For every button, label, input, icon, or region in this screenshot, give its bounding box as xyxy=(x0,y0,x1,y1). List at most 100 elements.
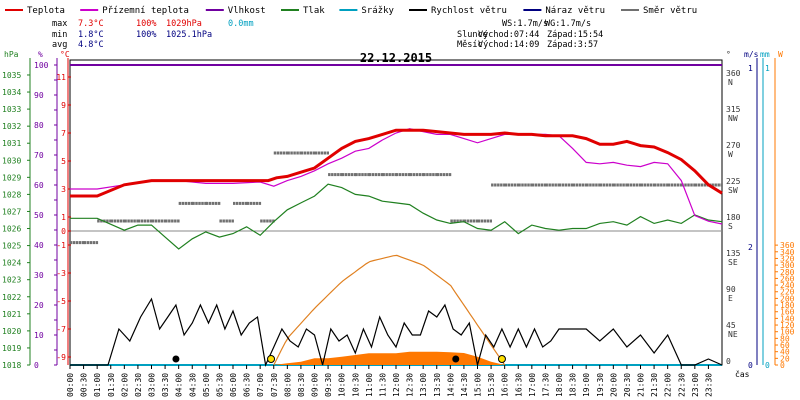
wdir-point-15-1 xyxy=(276,151,280,155)
wdir-point-0-1 xyxy=(73,241,76,245)
wdir-point-37-0 xyxy=(572,183,576,187)
wdir-point-24-1 xyxy=(399,173,402,177)
axis-temp-tick-2: -5 xyxy=(56,297,66,306)
wdir-point-4-3 xyxy=(133,219,136,223)
axis-hum-tick-14: 70 xyxy=(34,151,44,160)
solar-theory-curve xyxy=(273,254,506,366)
wdir-point-7-3 xyxy=(174,219,177,223)
legend-label-7: Směr větru xyxy=(643,6,697,16)
wdir-point-43-1 xyxy=(657,183,660,187)
wdir-point-3-0 xyxy=(110,219,114,223)
wdir-point-22-3 xyxy=(377,173,381,177)
axis-hum-tick-6: 30 xyxy=(34,271,44,280)
wdir-point-6-1 xyxy=(154,219,157,223)
wdir-point-27-4 xyxy=(448,173,452,177)
wdir-point-39-4 xyxy=(611,183,615,187)
axis-hpa-tick-14: 1032 xyxy=(2,122,21,131)
wdir-point-26-2 xyxy=(429,173,432,177)
axis-mm-unit: mm xyxy=(760,50,770,59)
axis-wdir-tick-6: 270 xyxy=(726,141,741,150)
x-tick-1: 00:30 xyxy=(80,373,89,397)
wdir-point-22-4 xyxy=(380,173,384,177)
axis-hum-tick-10: 50 xyxy=(34,211,44,220)
wdir-point-47-3 xyxy=(717,183,720,187)
wdir-point-18-2 xyxy=(320,151,323,155)
axis-hum-tick-18: 90 xyxy=(34,91,44,100)
series-prizemni-teplota xyxy=(70,128,723,225)
wdir-point-2-0 xyxy=(97,219,100,223)
x-tick-46: 23:00 xyxy=(691,373,700,397)
wdir-point-36-0 xyxy=(559,183,562,187)
wdir-point-46-0 xyxy=(694,183,698,187)
wdir-point-5-3 xyxy=(146,219,150,223)
wdir-point-26-4 xyxy=(435,173,438,177)
x-tick-4: 02:00 xyxy=(120,373,129,397)
wdir-point-31-2 xyxy=(497,183,500,187)
axis-w-tick-11: 220 xyxy=(780,288,795,297)
wdir-point-29-0 xyxy=(463,219,467,223)
wdir-point-9-1 xyxy=(195,201,198,205)
axis-wdir-name-2: E xyxy=(728,294,733,303)
legend-label-3: Tlak xyxy=(303,6,325,16)
x-tick-29: 14:30 xyxy=(460,373,469,397)
x-tick-28: 14:00 xyxy=(446,373,455,397)
axis-hpa-tick-10: 1028 xyxy=(2,190,21,199)
wdir-point-26-3 xyxy=(432,173,435,177)
wdir-point-47-2 xyxy=(714,183,717,187)
axis-hpa-tick-6: 1024 xyxy=(2,259,21,268)
wdir-point-34-3 xyxy=(540,183,544,187)
axis-hpa-tick-1: 1019 xyxy=(2,344,21,353)
wdir-point-41-0 xyxy=(626,183,630,187)
wdir-point-46-3 xyxy=(703,183,707,187)
legend-label-5: Rychlost větru xyxy=(431,6,507,16)
wdir-point-18-0 xyxy=(314,151,317,155)
axis-temp-tick-7: 3 xyxy=(61,185,66,194)
wdir-point-46-1 xyxy=(697,183,701,187)
wdir-point-41-2 xyxy=(632,183,636,187)
wdir-point-9-3 xyxy=(201,201,204,205)
moon-set: Západ:3:57 xyxy=(547,40,598,50)
wdir-point-12-2 xyxy=(239,201,242,205)
axis-hum-tick-0: 0 xyxy=(34,361,39,370)
wdir-point-13-4 xyxy=(258,201,262,205)
axis-hum-unit: % xyxy=(38,50,43,59)
wdir-point-30-1 xyxy=(480,219,483,223)
wdir-point-7-4 xyxy=(177,219,180,223)
axis-wdir-tick-5: 225 xyxy=(726,177,741,186)
wdir-point-3-4 xyxy=(122,219,126,223)
axis-hpa-tick-11: 1029 xyxy=(2,173,21,182)
stat-min-hum: 100% xyxy=(136,30,156,40)
stat-max-rain: 0.0mm xyxy=(228,19,254,29)
wdir-point-20-1 xyxy=(344,173,348,177)
axis-temp-tick-8: 5 xyxy=(61,157,66,166)
stat-max-temp: 7.3°C xyxy=(78,19,104,29)
wdir-point-23-3 xyxy=(391,173,394,177)
axis-wdir-tick-0: 0 xyxy=(726,357,731,366)
legend-label-2: Vlhkost xyxy=(228,6,266,16)
x-tick-11: 05:30 xyxy=(215,373,224,397)
wdir-point-36-2 xyxy=(565,183,568,187)
wdir-point-32-2 xyxy=(510,183,514,187)
sun-label: Slunce xyxy=(457,30,488,40)
wdir-point-19-2 xyxy=(334,173,337,177)
axis-hum-tick-2: 10 xyxy=(34,331,44,340)
stat-avg-temp: 4.8°C xyxy=(78,40,104,50)
moon-label: Měsíc xyxy=(457,40,483,50)
wdir-point-31-3 xyxy=(500,183,503,187)
axis-hum-tick-12: 60 xyxy=(34,181,44,190)
wdir-point-35-2 xyxy=(551,183,554,187)
wdir-point-21-3 xyxy=(364,173,367,177)
moon-marker-1 xyxy=(452,355,460,363)
wdir-point-15-3 xyxy=(282,151,286,155)
wdir-point-15-4 xyxy=(285,151,289,155)
x-tick-30: 15:00 xyxy=(474,373,483,397)
wdir-point-31-1 xyxy=(494,183,497,187)
x-tick-27: 13:30 xyxy=(433,373,442,397)
wdir-point-10-3 xyxy=(214,201,218,205)
wdir-point-13-0 xyxy=(246,201,250,205)
wdir-point-20-2 xyxy=(347,173,351,177)
x-tick-35: 17:30 xyxy=(541,373,550,397)
wdir-point-13-1 xyxy=(249,201,253,205)
wdir-point-32-0 xyxy=(504,183,508,187)
